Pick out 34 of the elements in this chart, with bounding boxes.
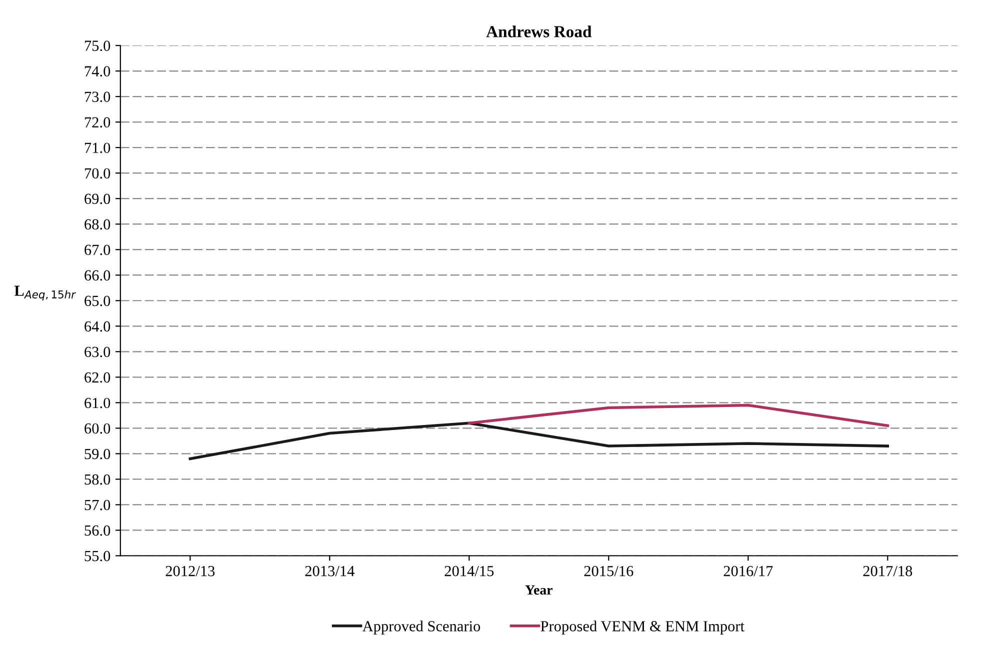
y-tick-label: 55.0 <box>84 550 110 562</box>
y-tick-label: 70.0 <box>84 168 110 179</box>
y-tick-label: 75.0 <box>84 40 110 52</box>
x-tick-label: 2015/16 <box>584 566 634 576</box>
y-tick-label: 74.0 <box>84 66 110 77</box>
y-tick-label: 69.0 <box>84 194 110 204</box>
legend-label: Proposed VENM & ENM Import <box>540 620 744 634</box>
y-tick-label: 57.0 <box>84 500 110 510</box>
y-tick-label: 60.0 <box>84 423 110 434</box>
x-tick-label: 2016/17 <box>724 566 773 576</box>
x-axis-title: Year <box>525 585 552 595</box>
y-tick-label: 56.0 <box>84 525 110 536</box>
y-tick-label: 72.0 <box>84 117 110 128</box>
y-tick-label: 66.0 <box>84 270 110 281</box>
line-series <box>468 404 890 428</box>
x-tick-label: 2017/18 <box>863 566 912 576</box>
x-tick-label: 2014/15 <box>444 566 494 576</box>
y-tick-label: 65.0 <box>84 296 110 306</box>
x-tick-label: 2013/14 <box>305 566 354 576</box>
y-tick-label: 59.0 <box>84 448 110 460</box>
y-axis-title: L$_{Aeq,15hr}$ <box>14 286 76 301</box>
y-tick-label: 71.0 <box>84 142 110 154</box>
x-tick-label: 2012/13 <box>166 566 215 576</box>
y-tick-label: 68.0 <box>84 219 110 230</box>
chart-title: Andrews Road <box>486 26 592 38</box>
y-tick-label: 61.0 <box>84 398 110 408</box>
line-series <box>188 422 890 460</box>
legend-label: Approved Scenario <box>362 620 480 634</box>
y-tick-label: 63.0 <box>84 346 110 358</box>
y-tick-label: 62.0 <box>84 372 110 383</box>
y-tick-label: 64.0 <box>84 321 110 332</box>
y-tick-label: 73.0 <box>84 92 110 102</box>
y-tick-label: 58.0 <box>84 474 110 485</box>
y-tick-label: 67.0 <box>84 244 110 256</box>
